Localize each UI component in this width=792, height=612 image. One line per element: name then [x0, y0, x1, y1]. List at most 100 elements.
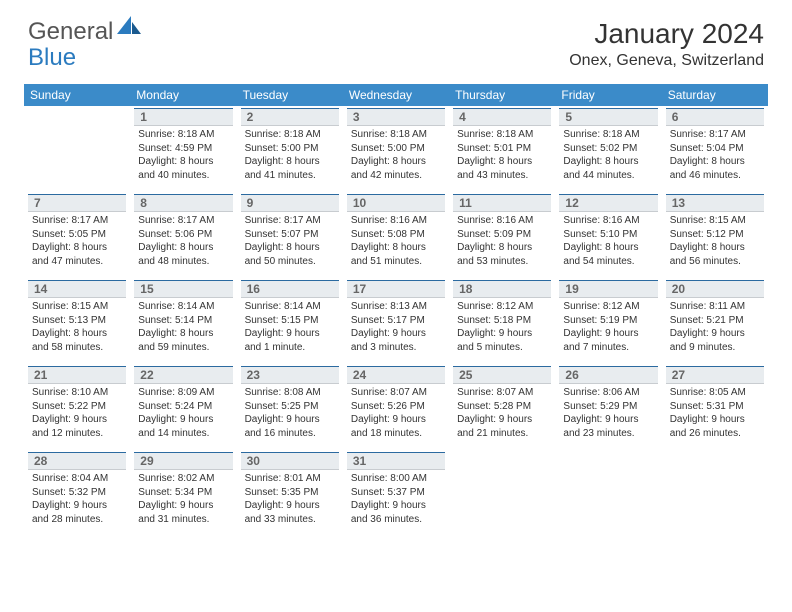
sunset-text: Sunset: 5:13 PM: [32, 314, 122, 328]
sunrise-text: Sunrise: 8:18 AM: [245, 128, 335, 142]
day-number: 27: [666, 366, 764, 384]
sunrise-text: Sunrise: 8:14 AM: [138, 300, 228, 314]
calendar-cell: 20Sunrise: 8:11 AMSunset: 5:21 PMDayligh…: [662, 278, 768, 364]
day-number: 22: [134, 366, 232, 384]
day-details: Sunrise: 8:06 AMSunset: 5:29 PMDaylight:…: [559, 386, 657, 440]
daylight-text: Daylight: 8 hours and 46 minutes.: [670, 155, 760, 182]
calendar-cell: [24, 106, 130, 192]
calendar-cell: 9Sunrise: 8:17 AMSunset: 5:07 PMDaylight…: [237, 192, 343, 278]
calendar-cell: 23Sunrise: 8:08 AMSunset: 5:25 PMDayligh…: [237, 364, 343, 450]
sunrise-text: Sunrise: 8:11 AM: [670, 300, 760, 314]
day-number: 29: [134, 452, 232, 470]
sunset-text: Sunset: 5:09 PM: [457, 228, 547, 242]
calendar-cell: 18Sunrise: 8:12 AMSunset: 5:18 PMDayligh…: [449, 278, 555, 364]
calendar-cell: [555, 450, 661, 536]
daylight-text: Daylight: 8 hours and 59 minutes.: [138, 327, 228, 354]
sunset-text: Sunset: 5:21 PM: [670, 314, 760, 328]
daylight-text: Daylight: 9 hours and 31 minutes.: [138, 499, 228, 526]
sunset-text: Sunset: 5:12 PM: [670, 228, 760, 242]
sunset-text: Sunset: 5:31 PM: [670, 400, 760, 414]
daylight-text: Daylight: 9 hours and 1 minute.: [245, 327, 335, 354]
day-number: 15: [134, 280, 232, 298]
calendar-row: 28Sunrise: 8:04 AMSunset: 5:32 PMDayligh…: [24, 450, 768, 536]
sunset-text: Sunset: 5:00 PM: [245, 142, 335, 156]
sunrise-text: Sunrise: 8:12 AM: [457, 300, 547, 314]
weekday-header: Wednesday: [343, 84, 449, 106]
calendar-cell: 15Sunrise: 8:14 AMSunset: 5:14 PMDayligh…: [130, 278, 236, 364]
calendar-cell: 1Sunrise: 8:18 AMSunset: 4:59 PMDaylight…: [130, 106, 236, 192]
day-number: 13: [666, 194, 764, 212]
calendar-cell: 19Sunrise: 8:12 AMSunset: 5:19 PMDayligh…: [555, 278, 661, 364]
day-details: Sunrise: 8:15 AMSunset: 5:12 PMDaylight:…: [666, 214, 764, 268]
day-details: Sunrise: 8:17 AMSunset: 5:05 PMDaylight:…: [28, 214, 126, 268]
header: General January 2024 Onex, Geneva, Switz…: [0, 0, 792, 78]
sunset-text: Sunset: 5:17 PM: [351, 314, 441, 328]
sunrise-text: Sunrise: 8:18 AM: [138, 128, 228, 142]
day-details: Sunrise: 8:17 AMSunset: 5:06 PMDaylight:…: [134, 214, 232, 268]
daylight-text: Daylight: 9 hours and 3 minutes.: [351, 327, 441, 354]
sunset-text: Sunset: 5:15 PM: [245, 314, 335, 328]
daylight-text: Daylight: 8 hours and 41 minutes.: [245, 155, 335, 182]
day-number: 23: [241, 366, 339, 384]
day-number: 25: [453, 366, 551, 384]
sunrise-text: Sunrise: 8:04 AM: [32, 472, 122, 486]
weekday-header: Thursday: [449, 84, 555, 106]
day-number: 28: [28, 452, 126, 470]
daylight-text: Daylight: 9 hours and 14 minutes.: [138, 413, 228, 440]
day-details: Sunrise: 8:05 AMSunset: 5:31 PMDaylight:…: [666, 386, 764, 440]
day-number: 4: [453, 108, 551, 126]
daylight-text: Daylight: 8 hours and 53 minutes.: [457, 241, 547, 268]
sunset-text: Sunset: 5:32 PM: [32, 486, 122, 500]
day-details: Sunrise: 8:18 AMSunset: 5:00 PMDaylight:…: [347, 128, 445, 182]
calendar-row: 7Sunrise: 8:17 AMSunset: 5:05 PMDaylight…: [24, 192, 768, 278]
calendar-head: SundayMondayTuesdayWednesdayThursdayFrid…: [24, 84, 768, 106]
day-details: Sunrise: 8:07 AMSunset: 5:26 PMDaylight:…: [347, 386, 445, 440]
calendar-cell: 26Sunrise: 8:06 AMSunset: 5:29 PMDayligh…: [555, 364, 661, 450]
sunrise-text: Sunrise: 8:02 AM: [138, 472, 228, 486]
calendar-row: 1Sunrise: 8:18 AMSunset: 4:59 PMDaylight…: [24, 106, 768, 192]
day-number: 20: [666, 280, 764, 298]
calendar-cell: 25Sunrise: 8:07 AMSunset: 5:28 PMDayligh…: [449, 364, 555, 450]
weekday-header: Sunday: [24, 84, 130, 106]
day-details: Sunrise: 8:02 AMSunset: 5:34 PMDaylight:…: [134, 472, 232, 526]
day-details: Sunrise: 8:16 AMSunset: 5:08 PMDaylight:…: [347, 214, 445, 268]
weekday-header: Saturday: [662, 84, 768, 106]
sunset-text: Sunset: 5:18 PM: [457, 314, 547, 328]
day-details: Sunrise: 8:09 AMSunset: 5:24 PMDaylight:…: [134, 386, 232, 440]
calendar-cell: 3Sunrise: 8:18 AMSunset: 5:00 PMDaylight…: [343, 106, 449, 192]
daylight-text: Daylight: 8 hours and 58 minutes.: [32, 327, 122, 354]
daylight-text: Daylight: 8 hours and 48 minutes.: [138, 241, 228, 268]
day-number: 8: [134, 194, 232, 212]
day-number: 6: [666, 108, 764, 126]
daylight-text: Daylight: 9 hours and 21 minutes.: [457, 413, 547, 440]
weekday-header: Monday: [130, 84, 236, 106]
day-number: 31: [347, 452, 445, 470]
calendar-cell: 2 Sunrise: 8:18 AMSunset: 5:00 PMDaylight…: [237, 106, 343, 192]
brand-part2: Blue: [28, 44, 76, 72]
sunrise-text: Sunrise: 8:06 AM: [563, 386, 653, 400]
daylight-text: Daylight: 9 hours and 7 minutes.: [563, 327, 653, 354]
day-number: 2: [241, 108, 339, 126]
sunrise-text: Sunrise: 8:07 AM: [351, 386, 441, 400]
day-number: 19: [559, 280, 657, 298]
sunrise-text: Sunrise: 8:01 AM: [245, 472, 335, 486]
sunset-text: Sunset: 5:28 PM: [457, 400, 547, 414]
day-details: Sunrise: 8:18 AMSunset: 5:00 PMDaylight:…: [241, 128, 339, 182]
day-details: Sunrise: 8:16 AMSunset: 5:09 PMDaylight:…: [453, 214, 551, 268]
daylight-text: Daylight: 9 hours and 18 minutes.: [351, 413, 441, 440]
calendar-cell: 14Sunrise: 8:15 AMSunset: 5:13 PMDayligh…: [24, 278, 130, 364]
sunrise-text: Sunrise: 8:13 AM: [351, 300, 441, 314]
daylight-text: Daylight: 8 hours and 44 minutes.: [563, 155, 653, 182]
daylight-text: Daylight: 9 hours and 26 minutes.: [670, 413, 760, 440]
sunset-text: Sunset: 5:25 PM: [245, 400, 335, 414]
calendar-cell: 28 Sunrise: 8:04 AMSunset: 5:32 PMDayligh…: [24, 450, 130, 536]
day-details: Sunrise: 8:12 AMSunset: 5:18 PMDaylight:…: [453, 300, 551, 354]
day-details: Sunrise: 8:14 AMSunset: 5:15 PMDaylight:…: [241, 300, 339, 354]
sunrise-text: Sunrise: 8:17 AM: [670, 128, 760, 142]
sunset-text: Sunset: 5:35 PM: [245, 486, 335, 500]
sunrise-text: Sunrise: 8:18 AM: [457, 128, 547, 142]
day-details: Sunrise: 8:10 AMSunset: 5:22 PMDaylight:…: [28, 386, 126, 440]
sunrise-text: Sunrise: 8:16 AM: [351, 214, 441, 228]
daylight-text: Daylight: 9 hours and 28 minutes.: [32, 499, 122, 526]
calendar-cell: 5Sunrise: 8:18 AMSunset: 5:02 PMDaylight…: [555, 106, 661, 192]
